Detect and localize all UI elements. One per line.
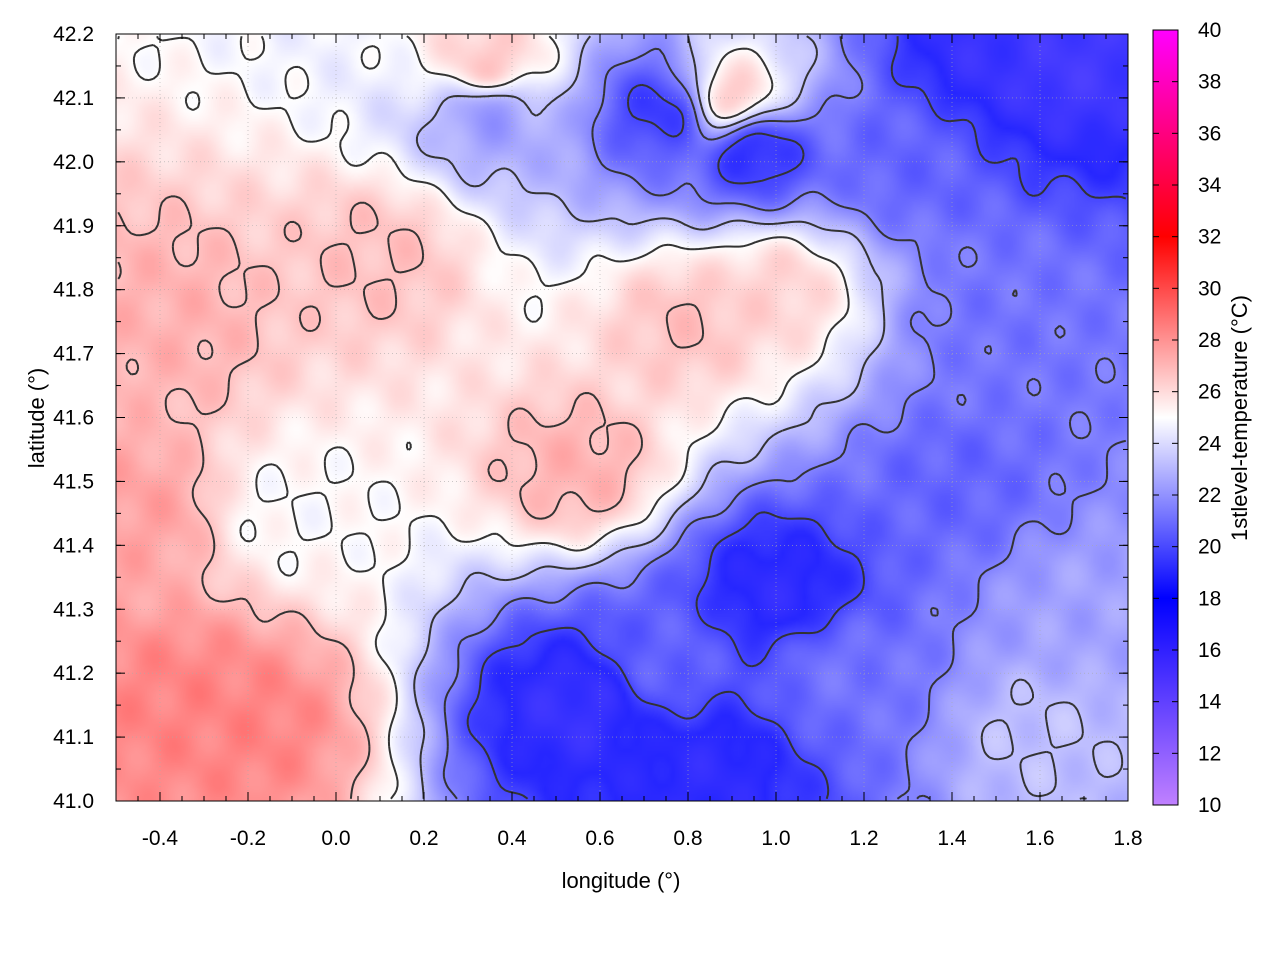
contour-path: [117, 35, 1127, 800]
colorbar-tick-label: 10: [1198, 794, 1221, 817]
x-tick-label: 0.6: [585, 827, 614, 850]
colorbar: 10 12 14 16 18 20 22 24 26 28 30 32 34 36 38 40 1stleve…: [1152, 19, 1252, 817]
y-tick-label: 41.2: [53, 662, 94, 685]
x-tick-label: -0.2: [230, 827, 266, 850]
colorbar-ticks: 10 12 14 16 18 20 22 24 26 28 30 32 34 36 38 40: [1153, 19, 1222, 817]
y-tick-label: 41.1: [53, 726, 94, 749]
colorbar-tick-label: 24: [1198, 432, 1222, 455]
colorbar-tick-label: 30: [1198, 277, 1221, 300]
colorbar-tick-label: 20: [1198, 536, 1221, 559]
y-tick-label: 41.4: [53, 534, 94, 557]
colorbar-tick-label: 40: [1198, 19, 1221, 42]
colorbar-tick-label: 36: [1198, 122, 1221, 145]
x-tick-label: 1.8: [1113, 827, 1142, 850]
colorbar-tick-label: 38: [1198, 71, 1221, 94]
x-tick-label: 0.8: [673, 827, 702, 850]
y-tick-label: 41.5: [53, 470, 94, 493]
colorbar-tick-label: 16: [1198, 639, 1221, 662]
colorbar-tick-label: 22: [1198, 484, 1221, 507]
y-tick-label: 41.3: [53, 598, 94, 621]
x-tick-label: -0.4: [142, 827, 179, 850]
colorbar-tick-label: 18: [1198, 587, 1221, 610]
x-tick-label: 0.4: [497, 827, 527, 850]
y-axis-ticks: 41.0 41.1 41.2 41.3 41.4 41.5 41.6 41.7 41.8 41.9…: [53, 23, 1128, 813]
colorbar-title: 1stlevel-temperature (°C): [1227, 295, 1252, 541]
plot-area: [115, 33, 1129, 802]
y-tick-label: 41.6: [53, 407, 94, 430]
colorbar-tick-label: 28: [1198, 329, 1221, 352]
x-tick-label: 1.6: [1025, 827, 1054, 850]
y-tick-label: 41.8: [53, 279, 94, 302]
x-axis-title: longitude (°): [562, 868, 681, 893]
colorbar-tick-label: 34: [1198, 174, 1222, 197]
colorbar-tick-label: 14: [1198, 691, 1222, 714]
y-axis-title: latitude (°): [24, 368, 49, 469]
x-axis-ticks: -0.4 -0.2 0.0 0.2 0.4 0.6 0.8 1.0 1.2 1.4 1.6 1.8: [115, 34, 1143, 850]
y-tick-label: 42.2: [53, 23, 94, 46]
y-tick-label: 41.0: [53, 790, 94, 813]
y-tick-label: 42.1: [53, 87, 94, 110]
y-tick-label: 41.7: [53, 343, 94, 366]
x-tick-label: 0.0: [321, 827, 350, 850]
colorbar-tick-label: 32: [1198, 226, 1221, 249]
x-tick-label: 1.4: [937, 827, 967, 850]
x-tick-label: 1.2: [849, 827, 878, 850]
colorbar-tick-label: 26: [1198, 381, 1221, 404]
y-tick-label: 41.9: [53, 215, 94, 238]
y-tick-label: 42.0: [53, 151, 94, 174]
colorbar-tick-label: 12: [1198, 742, 1221, 765]
x-tick-label: 0.2: [409, 827, 438, 850]
colorbar-gradient: [1152, 29, 1179, 806]
x-tick-label: 1.0: [761, 827, 790, 850]
contour-lines: [117, 35, 1127, 800]
